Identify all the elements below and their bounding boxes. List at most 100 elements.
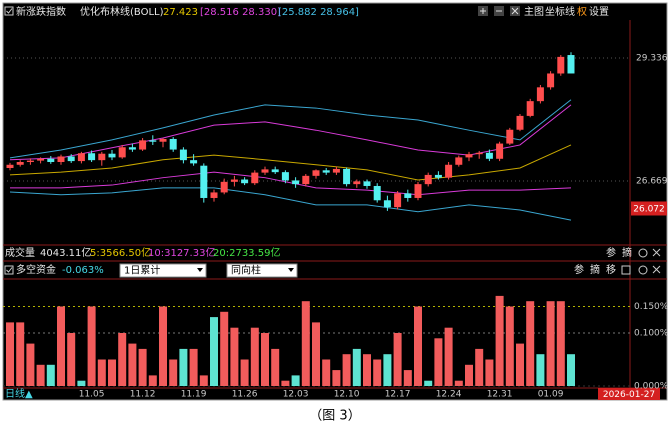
candle-body [516, 115, 524, 130]
bar [434, 338, 443, 386]
candle-body [98, 153, 106, 161]
candle-body [496, 143, 504, 159]
candle-body [363, 181, 371, 186]
boll-lower: [25.882 28.964] [278, 7, 359, 18]
indicator-name: 优化布林线(BOLL) [80, 5, 164, 18]
candle-body [241, 179, 249, 184]
bar [485, 359, 494, 386]
axis-button[interactable]: 坐标线 [545, 5, 575, 18]
candle-body [557, 56, 565, 74]
excerpt-button[interactable]: 摘 [590, 263, 600, 276]
candle-body [404, 193, 412, 198]
candle-body [200, 165, 208, 198]
bar [148, 375, 157, 386]
dropdown-arrow [288, 268, 294, 272]
check-icon [6, 8, 13, 14]
bar [87, 306, 96, 386]
volume-ma20: 20:2733.59亿 [213, 246, 280, 259]
bar [352, 348, 361, 386]
zoom-icon[interactable] [638, 248, 648, 258]
zoom-icon[interactable] [638, 265, 648, 275]
bar [261, 333, 269, 386]
candle-body [322, 170, 330, 173]
price-marker-box [631, 201, 667, 216]
adjust-button[interactable]: 权 [577, 5, 587, 18]
checkbox[interactable] [4, 265, 14, 275]
close-icon[interactable] [652, 248, 661, 257]
x-tick-label: 11.26 [232, 390, 258, 400]
y-tick-label: 26.669 [636, 176, 668, 186]
bar [403, 370, 412, 386]
excerpt-button[interactable]: 摘 [622, 246, 632, 259]
bar [526, 301, 535, 386]
param-button[interactable]: 参 [606, 246, 616, 259]
bar [383, 354, 392, 386]
volume-ma5: 5:3566.50亿 [90, 246, 151, 259]
candle-body [281, 172, 289, 181]
fund-value: -0.063% [62, 265, 104, 276]
bar [281, 380, 290, 386]
close-icon[interactable] [652, 265, 661, 274]
candle-body [139, 140, 147, 150]
candle-body [455, 157, 463, 165]
x-tick-label: 11.19 [181, 390, 207, 400]
dropdown-arrow [197, 268, 203, 272]
bar [128, 343, 137, 386]
main-chart-button[interactable]: 主图 [524, 6, 544, 18]
candle-body [230, 179, 238, 182]
candle-body [6, 164, 14, 169]
x-tick-label: 11.05 [79, 390, 105, 400]
candle-body [159, 138, 167, 142]
bar [26, 343, 35, 386]
period-label[interactable]: 日线▲ [5, 387, 33, 400]
candle-body [434, 174, 442, 178]
dropdown[interactable] [119, 263, 207, 278]
candle-body [16, 162, 24, 165]
candle-body [108, 153, 116, 158]
candle-body [292, 180, 300, 185]
candle-body [394, 193, 402, 208]
param-button[interactable]: 参 [574, 263, 584, 276]
dropdown[interactable] [226, 263, 298, 278]
bar [138, 348, 147, 386]
boll-mid: 27.423 [163, 7, 198, 18]
bar [322, 359, 331, 386]
candle-body [302, 175, 310, 185]
boll-upper: [28.516 28.330] [200, 7, 281, 18]
candle-body [383, 200, 391, 208]
close-icon [511, 7, 519, 15]
candle-body [536, 87, 544, 102]
move-button[interactable]: 移 [606, 263, 616, 276]
boll-line [9, 187, 572, 221]
bar [159, 306, 167, 386]
volume-label: 成交量 [5, 246, 35, 259]
bar [454, 380, 463, 386]
y-tick-label: 29.336 [636, 53, 668, 63]
checkbox[interactable] [4, 6, 14, 16]
candle-body [343, 168, 351, 185]
bar [230, 327, 239, 386]
bar [516, 343, 524, 386]
candle-body [57, 156, 65, 163]
settings-button[interactable]: 设置 [589, 6, 609, 18]
volume-ma10: 10:3127.33亿 [148, 246, 215, 259]
bar [363, 354, 371, 386]
bar [373, 359, 382, 386]
candle-body [220, 181, 228, 193]
bar [118, 333, 127, 386]
candle-body [118, 147, 126, 158]
candle-body [251, 172, 259, 184]
current-date: 2026-01-27 [603, 390, 655, 400]
window-icon[interactable] [621, 265, 631, 275]
x-tick-label: 12.31 [487, 390, 513, 400]
x-tick-label: 12.24 [436, 390, 462, 400]
candle-body [26, 160, 34, 163]
boll-line [9, 99, 572, 159]
candle-body [332, 168, 340, 173]
candle-body [373, 185, 381, 201]
candle-body [169, 138, 177, 150]
boll-line [9, 144, 572, 181]
bar [57, 306, 65, 386]
bar [240, 359, 249, 386]
caption: （图 3） [309, 409, 360, 424]
